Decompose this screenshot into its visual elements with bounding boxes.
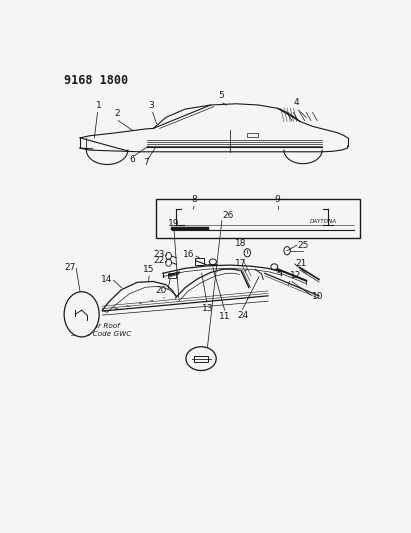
Text: 9168 1800: 9168 1800	[64, 74, 128, 87]
Text: 20: 20	[155, 286, 167, 295]
Text: T Bar Roof
Sales Code GWC: T Bar Roof Sales Code GWC	[71, 322, 131, 336]
Text: 22: 22	[154, 256, 165, 265]
Text: 21: 21	[295, 259, 307, 268]
Text: 1: 1	[96, 101, 102, 110]
Text: 13: 13	[202, 304, 213, 313]
Text: 23: 23	[153, 250, 165, 259]
Text: 7: 7	[143, 158, 149, 166]
Text: 16: 16	[183, 251, 195, 259]
Text: 19: 19	[168, 219, 179, 228]
Text: 4: 4	[294, 99, 300, 108]
Text: 24: 24	[237, 311, 248, 320]
Bar	[157, 199, 360, 238]
Text: 27: 27	[64, 263, 75, 272]
Circle shape	[64, 292, 99, 337]
Text: 10: 10	[312, 292, 323, 301]
Text: 9: 9	[275, 195, 280, 204]
Text: 25: 25	[298, 241, 309, 250]
Text: 6: 6	[129, 155, 135, 164]
Text: 15: 15	[143, 265, 155, 274]
Text: DAYTONA: DAYTONA	[310, 219, 337, 224]
Text: 5: 5	[218, 92, 224, 101]
Ellipse shape	[186, 347, 216, 370]
Text: 12: 12	[290, 271, 302, 280]
Text: 26: 26	[222, 211, 234, 220]
Text: 11: 11	[219, 312, 231, 321]
Text: 18: 18	[236, 239, 247, 248]
Text: 14: 14	[101, 275, 112, 284]
Text: 3: 3	[148, 101, 154, 110]
Text: 8: 8	[191, 195, 197, 204]
Text: 2: 2	[114, 109, 120, 118]
Text: 17: 17	[235, 259, 247, 268]
